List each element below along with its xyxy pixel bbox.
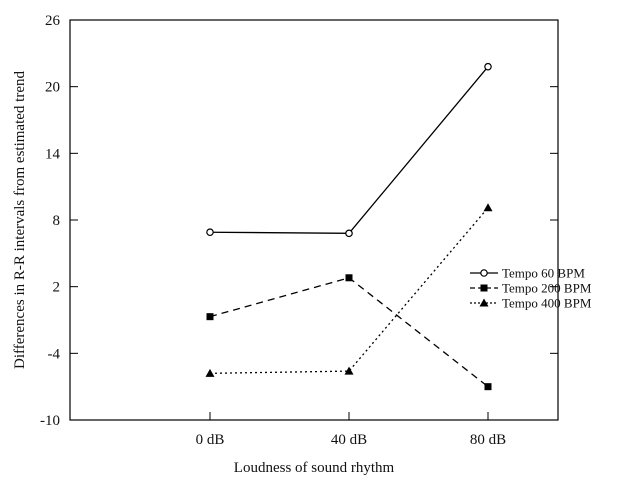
- series-layer: [205, 62, 493, 391]
- data-point: [345, 229, 353, 238]
- x-tick-label: 0 dB: [196, 432, 225, 448]
- legend-label: Tempo 200 BPM: [502, 281, 592, 296]
- legend-label: Tempo 60 BPM: [502, 266, 585, 281]
- legend-marker: [480, 284, 488, 292]
- legend-marker: [479, 298, 489, 307]
- x-axis-title: Loudness of sound rhythm: [234, 460, 395, 476]
- x-tick-label: 80 dB: [470, 432, 506, 448]
- series-line: [209, 66, 489, 234]
- y-axis-title: Differences in R-R intervals from estima…: [12, 71, 28, 369]
- y-tick-label: 14: [45, 146, 61, 162]
- y-tick-label: -10: [40, 413, 60, 429]
- data-point: [205, 368, 215, 377]
- data-point: [206, 228, 214, 237]
- x-axis: 0 dB 40 dB 80 dB: [196, 412, 506, 448]
- y-tick-label: 20: [45, 80, 60, 96]
- legend-marker: [480, 269, 488, 277]
- data-point: [484, 62, 492, 71]
- y-tick-label: -4: [48, 346, 61, 362]
- y-axis: -10 -4 2 8 14 20 26: [40, 13, 558, 429]
- legend-item: Tempo 60 BPM: [470, 266, 585, 281]
- data-point: [344, 366, 354, 375]
- series-3: [205, 203, 493, 377]
- data-point: [484, 383, 492, 391]
- series-1: [206, 62, 492, 238]
- y-tick-label: 8: [53, 213, 61, 229]
- plot-frame: [69, 19, 559, 421]
- series-line: [209, 207, 489, 374]
- data-point: [206, 313, 214, 321]
- legend-item: Tempo 400 BPM: [470, 296, 592, 311]
- series-2: [206, 274, 492, 391]
- data-point: [345, 274, 353, 282]
- legend-label: Tempo 400 BPM: [502, 296, 592, 311]
- data-point: [483, 203, 493, 212]
- legend-item: Tempo 200 BPM: [470, 281, 592, 296]
- x-tick-label: 40 dB: [331, 432, 367, 448]
- y-tick-label: 2: [53, 280, 61, 296]
- y-tick-label: 26: [45, 13, 61, 29]
